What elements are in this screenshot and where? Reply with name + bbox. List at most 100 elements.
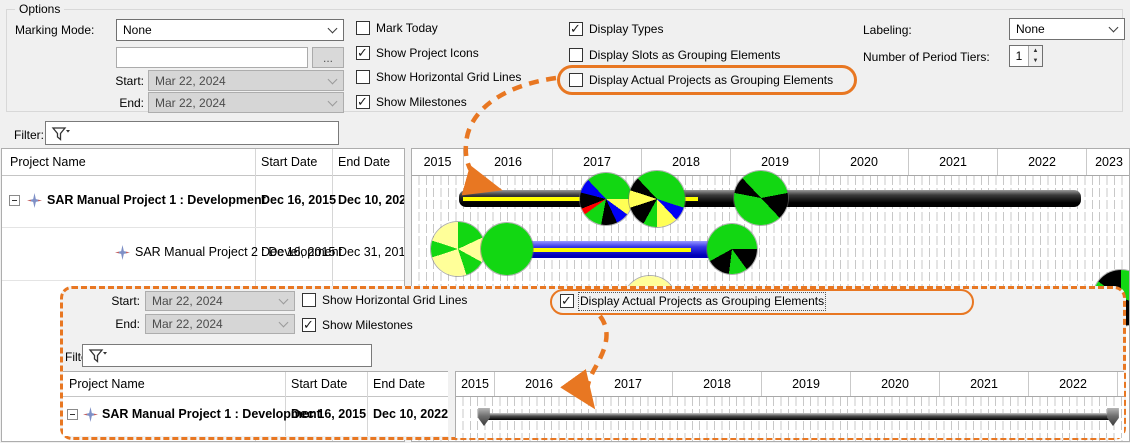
checkbox-box [356,94,370,110]
type-pie-icon[interactable] [629,171,685,227]
project-end-date: Dec 31, 2018 [338,245,405,259]
chevron-down-icon [280,318,288,326]
end-date-select[interactable]: Mar 22, 2024 [148,92,344,113]
checkbox-box [356,70,370,84]
options-group-title: Options [15,2,65,16]
column-header-project-name[interactable]: Project Name [10,155,86,169]
year-cell: 2017 [583,372,672,396]
collapse-icon[interactable] [9,195,20,206]
marking-mode-label: Marking Mode: [15,23,95,37]
type-pie-icon[interactable] [707,224,757,274]
column-header-project-name[interactable]: Project Name [69,377,145,391]
project-name: SAR Manual Project 1 : Development [102,407,321,421]
column-header-start-date[interactable]: Start Date [261,155,318,169]
project-star-icon [83,407,98,422]
divider [2,280,404,281]
gantt-grouped-bar-project-1[interactable] [484,413,1113,420]
checkbox-show-horizontal-grid-lines[interactable]: Show Horizontal Grid Lines [356,70,521,85]
column-header-end-date[interactable]: End Date [373,377,426,391]
marking-text-input[interactable] [116,47,308,68]
type-pie-icon[interactable] [481,223,533,275]
end-date-value: Mar 22, 2024 [152,317,223,331]
type-pie-icon[interactable] [580,173,632,225]
marking-mode-select[interactable]: None [116,19,344,41]
labeling-select[interactable]: None [1009,18,1125,40]
year-cell: 2017 [552,149,641,175]
checkbox-show-milestones[interactable]: Show Milestones [356,94,467,110]
column-header-start-date[interactable]: Start Date [291,377,348,391]
start-date-value: Mar 22, 2024 [155,73,226,88]
checkbox-label: Display Actual Projects as Grouping Elem… [589,73,834,87]
year-cell: 2020 [819,149,908,175]
checkbox-mark-today[interactable]: Mark Today [356,21,438,36]
checkbox-show-horizontal-grid-lines[interactable]: Show Horizontal Grid Lines [302,293,467,308]
filter-input[interactable] [45,121,339,145]
project-start-date: Dec 16, 2015 [261,193,337,207]
project-start-date: Dec 16, 2015 [261,245,336,259]
year-cell: 2021 [939,372,1028,396]
divider [63,396,448,397]
start-date-select[interactable]: Mar 22, 2024 [148,70,344,91]
checkbox-label: Display Slots as Grouping Elements [589,48,781,62]
divider [2,227,404,228]
start-date-select[interactable]: Mar 22, 2024 [145,291,295,311]
project-star-icon [27,193,42,208]
gantt-progress-project-2 [463,248,691,252]
end-label: End: [119,96,144,110]
checkbox-show-milestones[interactable]: Show Milestones [302,317,413,333]
checkbox-label: Mark Today [376,21,438,35]
checkbox-show-project-icons[interactable]: Show Project Icons [356,45,479,61]
project-end-date: Dec 10, 2022 [338,193,404,207]
project-end-date: Dec 10, 2022 [373,407,449,421]
milestone-end-handle[interactable] [1107,408,1119,426]
end-date-select[interactable]: Mar 22, 2024 [145,314,295,334]
checkbox-label: Display Actual Projects as Grouping Elem… [577,292,827,311]
labeling-label: Labeling: [863,23,912,37]
filter-input[interactable] [82,344,372,367]
period-tiers-stepper[interactable]: 1 ▲ ▼ [1009,45,1043,67]
checkbox-label: Show Horizontal Grid Lines [322,293,468,307]
stepper-down-icon[interactable]: ▼ [1029,56,1042,66]
divider [2,175,404,176]
project-star-icon [115,245,130,260]
period-tiers-value: 1 [1015,49,1023,63]
milestone-start-handle[interactable] [478,408,490,426]
filter-funnel-icon[interactable] [51,126,71,142]
filter-funnel-icon[interactable] [88,348,108,364]
chevron-down-icon [1110,23,1118,31]
year-cell: 2019 [730,149,819,175]
column-header-end-date[interactable]: End Date [338,155,391,169]
checkbox-display-actual-projects-grouping[interactable]: Display Actual Projects as Grouping Elem… [560,292,827,311]
year-cell: 2016 [494,372,583,396]
project-name: SAR Manual Project 1 : Development [47,193,266,207]
checkbox-box [356,45,370,61]
timeline-header: 2015 2016 2017 2018 2019 2020 2021 2022 [456,372,1124,396]
inset-panel: Start: Mar 22, 2024 End: Mar 22, 2024 Sh… [60,286,1126,440]
collapse-icon[interactable] [67,409,78,420]
start-date-value: Mar 22, 2024 [152,294,223,308]
checkbox-box [302,293,316,307]
browse-button[interactable]: ... [312,47,344,68]
checkbox-display-actual-projects-grouping[interactable]: Display Actual Projects as Grouping Elem… [569,73,833,88]
checkbox-box [569,48,583,62]
divider [367,372,368,436]
checkbox-label: Show Milestones [376,95,467,109]
divider [456,396,1124,397]
start-label: Start: [115,74,144,88]
marking-mode-value: None [123,23,152,37]
year-cell: 2019 [761,372,850,396]
year-cell: 2018 [672,372,761,396]
options-group: Options Marking Mode: None ... Start: Ma… [6,2,1125,113]
project-name: SAR Manual Project 2 : Development [135,245,343,259]
checkbox-display-slots-grouping[interactable]: Display Slots as Grouping Elements [569,48,780,63]
divider [285,372,286,436]
stepper-buttons: ▲ ▼ [1028,46,1042,66]
chevron-down-icon [329,24,337,32]
year-cell: 2023 [1086,149,1129,175]
year-cell: 2021 [908,149,997,175]
type-pie-icon[interactable] [734,171,788,225]
checkbox-display-types[interactable]: Display Types [569,21,663,37]
type-pie-icon[interactable] [431,222,485,276]
end-date-value: Mar 22, 2024 [155,95,226,110]
chevron-down-icon [329,97,337,105]
